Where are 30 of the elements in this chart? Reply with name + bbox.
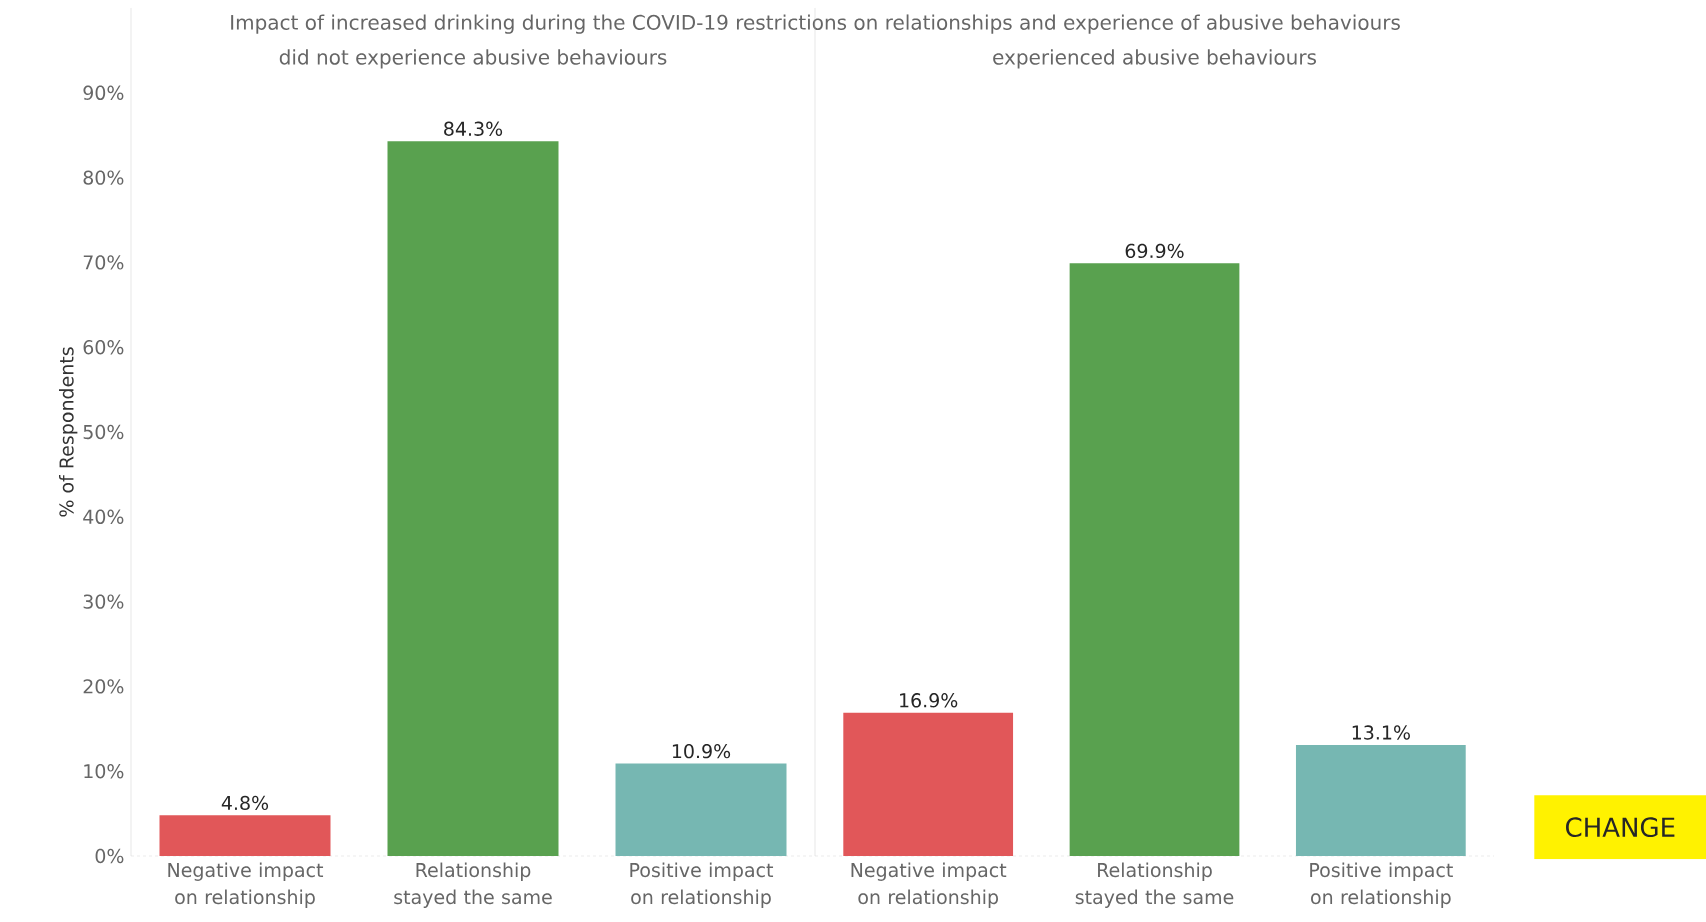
text: experienced abusive behaviours	[993, 49, 1317, 69]
x-tick-label: Negative impact on relationship	[851, 862, 1007, 908]
data-label: 4.8%	[221, 795, 269, 811]
bar	[615, 763, 787, 856]
y-tick-label: 30%	[83, 594, 124, 609]
y-tick-label: 50%	[83, 424, 124, 440]
x-tick-label: Positive impact on relationship	[1310, 862, 1453, 908]
data-label: 13.1%	[1352, 725, 1410, 740]
x-tick-label: Relationship stayed the same	[394, 862, 552, 908]
y-tick-label: 20%	[83, 679, 124, 694]
data-label: 84.3%	[444, 121, 503, 136]
data-label: 16.9%	[900, 693, 958, 708]
chart-title: Impact of increased drinking during the COVID-19 restrictions on relationships and experience of abusive behaviours	[231, 14, 1400, 34]
bar	[387, 141, 559, 856]
x-tick-label: Relationship stayed the same	[1075, 862, 1234, 908]
text: did not experience abusive behaviours	[279, 49, 667, 69]
x-tick-label: Negative impact on relationship	[168, 862, 324, 908]
y-axis-title: % of Respondents	[58, 347, 78, 517]
y-tick-label: 60%	[83, 340, 124, 355]
y-tick-label: 90%	[83, 85, 124, 100]
x-tick-label: Positive impact on relationship	[630, 862, 774, 908]
y-tick-label: 0%	[95, 848, 124, 864]
data-label: 10.9%	[672, 744, 731, 759]
text: CHANGE	[1566, 817, 1675, 837]
y-tick-label: 40%	[83, 509, 124, 524]
bar	[159, 815, 331, 856]
y-tick-label: 80%	[83, 170, 124, 185]
y-tick-label: 70%	[83, 255, 124, 270]
data-label: 69.9%	[1125, 243, 1184, 259]
y-tick-label: 10%	[84, 764, 124, 779]
